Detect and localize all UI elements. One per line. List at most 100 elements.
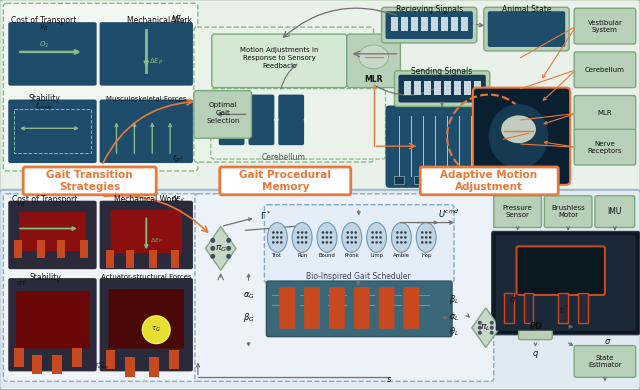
- Text: Stability: Stability: [29, 273, 61, 282]
- FancyBboxPatch shape: [220, 167, 351, 195]
- Text: $f_{grf}$: $f_{grf}$: [172, 153, 184, 165]
- Circle shape: [326, 241, 328, 244]
- FancyBboxPatch shape: [518, 314, 552, 340]
- FancyBboxPatch shape: [3, 194, 198, 381]
- Text: State
Estimator: State Estimator: [588, 355, 621, 368]
- FancyBboxPatch shape: [379, 287, 394, 329]
- Bar: [125, 358, 135, 377]
- Text: Trot: Trot: [273, 253, 282, 258]
- Text: Selection: Selection: [206, 118, 239, 124]
- Circle shape: [425, 236, 428, 239]
- FancyBboxPatch shape: [8, 278, 97, 371]
- FancyBboxPatch shape: [595, 196, 635, 227]
- FancyBboxPatch shape: [219, 95, 244, 121]
- Text: Gait Procedural
Memory: Gait Procedural Memory: [239, 170, 332, 192]
- Circle shape: [280, 231, 283, 234]
- Polygon shape: [472, 308, 500, 347]
- Text: Recieving Signals: Recieving Signals: [396, 5, 463, 14]
- Circle shape: [396, 231, 399, 234]
- Text: $q$: $q$: [532, 349, 539, 360]
- Circle shape: [322, 231, 324, 234]
- FancyBboxPatch shape: [385, 105, 502, 188]
- Text: $\beta_L$: $\beta_L$: [449, 293, 459, 307]
- Text: $\alpha_G$: $\alpha_G$: [243, 291, 255, 301]
- FancyBboxPatch shape: [0, 0, 640, 194]
- Bar: [434, 81, 441, 95]
- Ellipse shape: [416, 223, 436, 252]
- FancyBboxPatch shape: [3, 3, 198, 171]
- Text: Run: Run: [297, 253, 307, 258]
- Circle shape: [211, 238, 215, 243]
- Circle shape: [429, 241, 431, 244]
- Circle shape: [301, 231, 303, 234]
- FancyBboxPatch shape: [8, 22, 97, 86]
- FancyBboxPatch shape: [496, 236, 636, 331]
- Circle shape: [490, 326, 493, 330]
- Bar: [171, 250, 179, 268]
- Bar: [504, 293, 513, 323]
- FancyBboxPatch shape: [394, 71, 490, 106]
- Text: Vestibular
System: Vestibular System: [588, 20, 622, 33]
- Bar: [52, 355, 62, 374]
- FancyBboxPatch shape: [574, 8, 636, 44]
- Text: Motion Adjustments in: Motion Adjustments in: [240, 47, 319, 53]
- Bar: [72, 347, 82, 367]
- Text: $\pi_G$: $\pi_G$: [214, 243, 227, 254]
- FancyBboxPatch shape: [278, 119, 304, 145]
- Circle shape: [425, 231, 428, 234]
- Bar: [394, 176, 404, 184]
- Bar: [441, 17, 448, 31]
- Circle shape: [380, 231, 382, 234]
- Circle shape: [276, 231, 278, 234]
- Text: $O_2$: $O_2$: [39, 40, 49, 50]
- FancyBboxPatch shape: [493, 196, 541, 227]
- Circle shape: [272, 236, 275, 239]
- FancyBboxPatch shape: [278, 95, 304, 121]
- FancyBboxPatch shape: [100, 278, 193, 371]
- Circle shape: [490, 331, 493, 335]
- Bar: [401, 17, 408, 31]
- FancyBboxPatch shape: [399, 75, 486, 103]
- Ellipse shape: [342, 223, 362, 252]
- Ellipse shape: [268, 223, 287, 252]
- Text: Mechanical Work: Mechanical Work: [127, 16, 191, 25]
- FancyBboxPatch shape: [329, 287, 345, 329]
- Circle shape: [355, 241, 357, 244]
- Circle shape: [272, 231, 275, 234]
- Ellipse shape: [501, 115, 536, 143]
- FancyBboxPatch shape: [194, 90, 252, 138]
- Bar: [461, 17, 468, 31]
- FancyBboxPatch shape: [347, 34, 401, 88]
- Text: Pressure
Sensor: Pressure Sensor: [502, 205, 532, 218]
- FancyBboxPatch shape: [264, 205, 454, 283]
- Bar: [421, 17, 428, 31]
- Text: Cerebellum: Cerebellum: [585, 67, 625, 73]
- Circle shape: [330, 231, 332, 234]
- Bar: [127, 250, 134, 268]
- FancyBboxPatch shape: [545, 196, 592, 227]
- Text: Response to Sensory: Response to Sensory: [243, 55, 316, 61]
- FancyBboxPatch shape: [354, 287, 370, 329]
- Circle shape: [371, 241, 374, 244]
- Bar: [106, 250, 113, 268]
- Text: $\sigma$: $\sigma$: [604, 337, 612, 346]
- Circle shape: [490, 321, 493, 325]
- FancyBboxPatch shape: [23, 167, 156, 195]
- Bar: [558, 293, 568, 323]
- Bar: [431, 17, 438, 31]
- Circle shape: [322, 241, 324, 244]
- FancyBboxPatch shape: [100, 22, 193, 86]
- Circle shape: [429, 236, 431, 239]
- Text: Adaptive Motion
Adjustment: Adaptive Motion Adjustment: [440, 170, 538, 192]
- Ellipse shape: [489, 104, 548, 168]
- Circle shape: [380, 241, 382, 244]
- Bar: [454, 81, 461, 95]
- Circle shape: [280, 241, 283, 244]
- FancyBboxPatch shape: [16, 291, 90, 349]
- Circle shape: [429, 231, 431, 234]
- Ellipse shape: [392, 223, 412, 252]
- Text: Limp: Limp: [370, 253, 383, 258]
- FancyBboxPatch shape: [194, 27, 374, 162]
- Circle shape: [142, 316, 170, 344]
- Text: Cost of Transport: Cost of Transport: [12, 195, 77, 204]
